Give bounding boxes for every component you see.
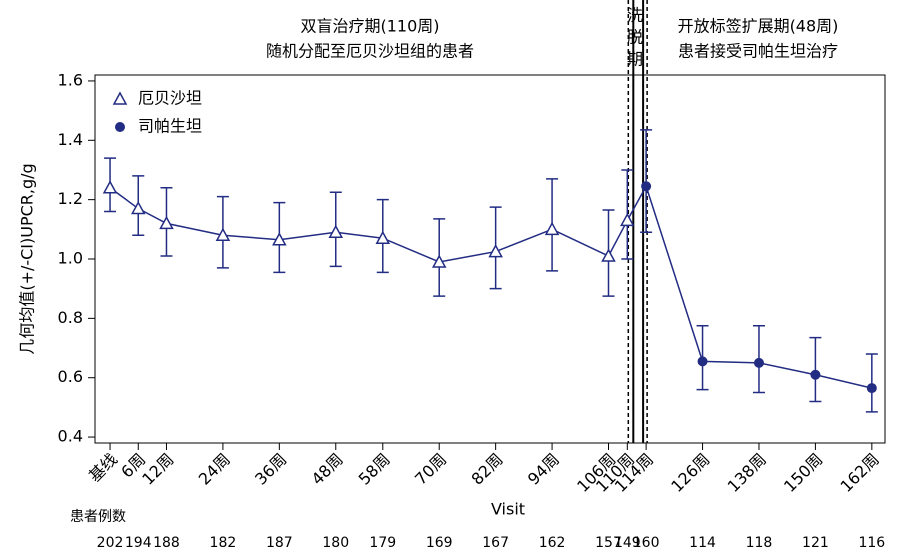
x-tick-label: 70周 — [411, 450, 450, 489]
legend-marker — [115, 122, 125, 132]
marker — [272, 232, 287, 246]
x-tick-label: 82周 — [467, 450, 506, 489]
series-line — [109, 187, 628, 263]
period-label: 随机分配至厄贝沙坦组的患者 — [266, 42, 474, 61]
marker — [102, 180, 118, 194]
x-tick-label: 94周 — [524, 450, 563, 489]
x-tick-label: 36周 — [251, 450, 290, 489]
x-axis-label: Visit — [491, 500, 525, 519]
patients-count: 157 — [595, 535, 622, 551]
legend-label: 厄贝沙坦 — [138, 89, 202, 108]
x-tick-label: 基线 — [85, 450, 121, 486]
x-tick-label: 12周 — [138, 450, 177, 489]
patients-count: 194 — [125, 535, 152, 551]
marker — [620, 212, 635, 227]
x-tick-label: 126周 — [667, 450, 713, 496]
error-bar — [865, 353, 878, 413]
x-tick-label: 162周 — [836, 450, 882, 496]
marker — [130, 200, 146, 215]
period-label: 脱 — [627, 28, 643, 47]
y-tick-label: 0.4 — [58, 427, 83, 446]
marker — [810, 369, 821, 380]
period-label: 期 — [627, 50, 643, 69]
marker — [488, 244, 503, 258]
patients-count: 187 — [266, 535, 293, 551]
patients-count: 121 — [802, 535, 829, 551]
legend-marker — [112, 91, 128, 105]
patients-count: 188 — [153, 535, 180, 551]
patients-count: 160 — [633, 535, 660, 551]
period-label: 开放标签扩展期(48周) — [678, 17, 839, 36]
patients-count: 162 — [539, 535, 566, 551]
marker — [601, 248, 616, 262]
period-label: 双盲治疗期(110周) — [300, 17, 439, 36]
patients-count: 182 — [210, 535, 237, 551]
patients-count: 167 — [482, 535, 509, 551]
y-axis-label: 几何均值(+/-CI)UPCR,g/g — [18, 163, 37, 354]
y-tick-label: 1.0 — [58, 249, 83, 268]
marker — [753, 357, 764, 368]
patients-count: 114 — [689, 535, 716, 551]
y-tick-label: 1.4 — [58, 130, 83, 149]
x-tick-label: 138周 — [724, 450, 770, 496]
y-tick-label: 0.8 — [58, 308, 83, 327]
marker — [159, 215, 174, 230]
patients-count: 118 — [746, 535, 773, 551]
marker — [328, 224, 344, 239]
error-bar — [809, 336, 822, 403]
x-tick-label: 24周 — [195, 450, 234, 489]
legend-label: 司帕生坦 — [138, 117, 202, 136]
marker — [544, 221, 560, 236]
x-tick-label: 58周 — [355, 450, 394, 489]
y-tick-label: 1.6 — [58, 70, 83, 89]
patients-count: 202 — [97, 535, 124, 551]
period-label: 洗 — [627, 6, 643, 25]
patients-count: 149 — [614, 535, 641, 551]
error-bar — [640, 129, 653, 234]
marker — [215, 227, 231, 242]
patients-label: 患者例数 — [70, 509, 126, 525]
patients-count: 179 — [369, 535, 396, 551]
connector — [626, 185, 647, 221]
patients-count: 180 — [322, 535, 349, 551]
patients-count: 116 — [858, 535, 885, 551]
x-tick-label: 48周 — [308, 450, 347, 489]
marker — [866, 383, 877, 394]
patients-count: 169 — [426, 535, 453, 551]
marker — [697, 356, 708, 367]
y-tick-label: 1.2 — [58, 189, 83, 208]
marker — [375, 230, 391, 244]
x-tick-label: 150周 — [780, 450, 826, 496]
y-tick-label: 0.6 — [58, 367, 83, 386]
plot-frame — [94, 74, 886, 444]
period-label: 患者接受司帕生坦治疗 — [678, 42, 838, 61]
marker — [431, 254, 447, 268]
marker — [641, 181, 652, 192]
